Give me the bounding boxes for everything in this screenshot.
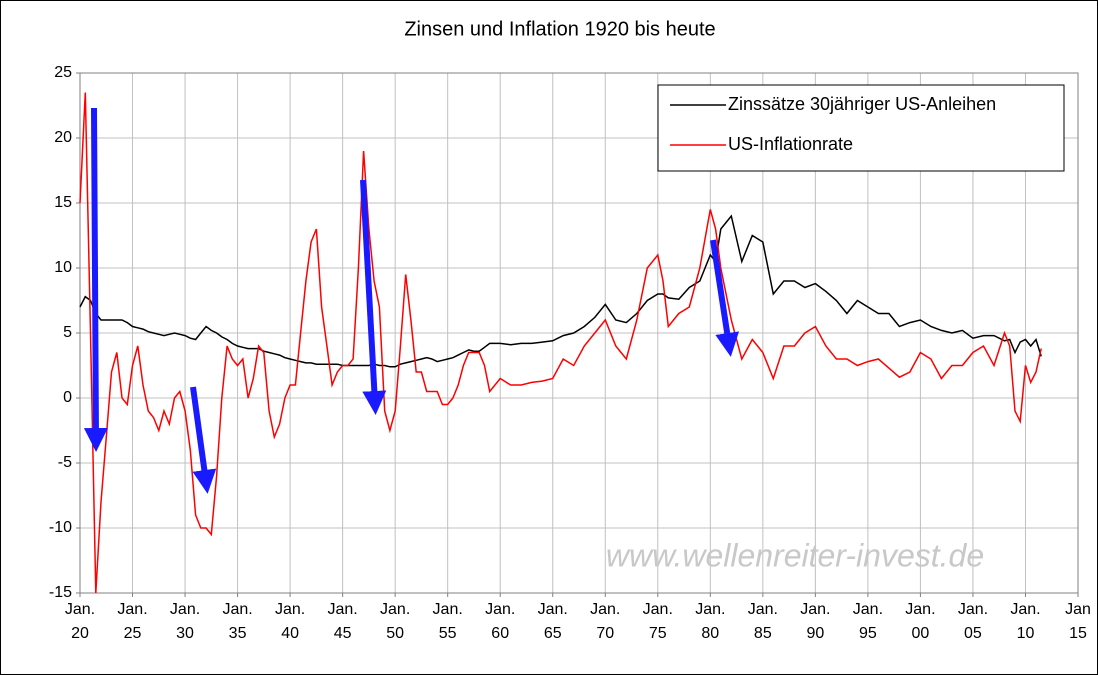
x-tick-label: Jan. 80: [695, 601, 726, 642]
x-tick-label: Jan. 60: [485, 601, 516, 642]
x-tick-label: Jan. 20: [64, 601, 96, 642]
x-tick-label: Jan. 95: [852, 601, 884, 642]
y-tick-label: -5: [58, 454, 72, 471]
x-tick-label: Jan. 25: [117, 601, 148, 642]
arrows: [83, 107, 740, 494]
x-tick-label: Jan. 65: [537, 601, 568, 642]
y-tick-label: 10: [54, 259, 72, 276]
x-tick-label: Jan. 40: [274, 601, 306, 642]
x-tick-label: Jan. 70: [590, 601, 621, 642]
x-tick-label: Jan. 90: [800, 601, 831, 642]
legend-label: US-Inflationrate: [728, 134, 853, 154]
x-tick-label: Jan. 05: [957, 601, 989, 642]
plot-area: [79, 72, 1079, 594]
watermark: www.wellenreiter-invest.de: [606, 537, 984, 573]
y-tick-label: -15: [49, 584, 72, 601]
y-tick-label: -10: [49, 519, 72, 536]
y-tick-label: 15: [54, 194, 72, 211]
arrow: [190, 386, 217, 494]
x-tick-label: Jan. 45: [327, 601, 358, 642]
arrow: [360, 179, 387, 415]
legend-label: Zinssätze 30jähriger US-Anleihen: [728, 94, 996, 114]
legend-box: [657, 84, 1065, 172]
arrow: [83, 107, 108, 452]
arrow: [710, 239, 740, 357]
x-tick-label: Jan. 00: [905, 601, 936, 642]
series-line: [79, 92, 1042, 594]
y-tick-label: 20: [54, 129, 72, 146]
x-tick-label: Jan. 10: [1010, 601, 1041, 642]
y-tick-label: 0: [63, 389, 72, 406]
y-tick-label: 5: [63, 324, 72, 341]
x-tick-label: Jan. 85: [747, 601, 778, 642]
x-tick-label: Jan. 75: [642, 601, 673, 642]
x-tick-label: Jan. 30: [169, 601, 201, 642]
x-tick-label: Jan. 35: [222, 601, 253, 642]
x-tick-label: Jan. 50: [380, 601, 411, 642]
x-tick-label: Jan. 55: [432, 601, 463, 642]
chart-title: Zinsen und Inflation 1920 bis heute: [404, 18, 715, 40]
series-line: [79, 214, 1042, 368]
x-tick-label: Jan 15: [1065, 601, 1091, 642]
y-tick-label: 25: [54, 64, 72, 81]
